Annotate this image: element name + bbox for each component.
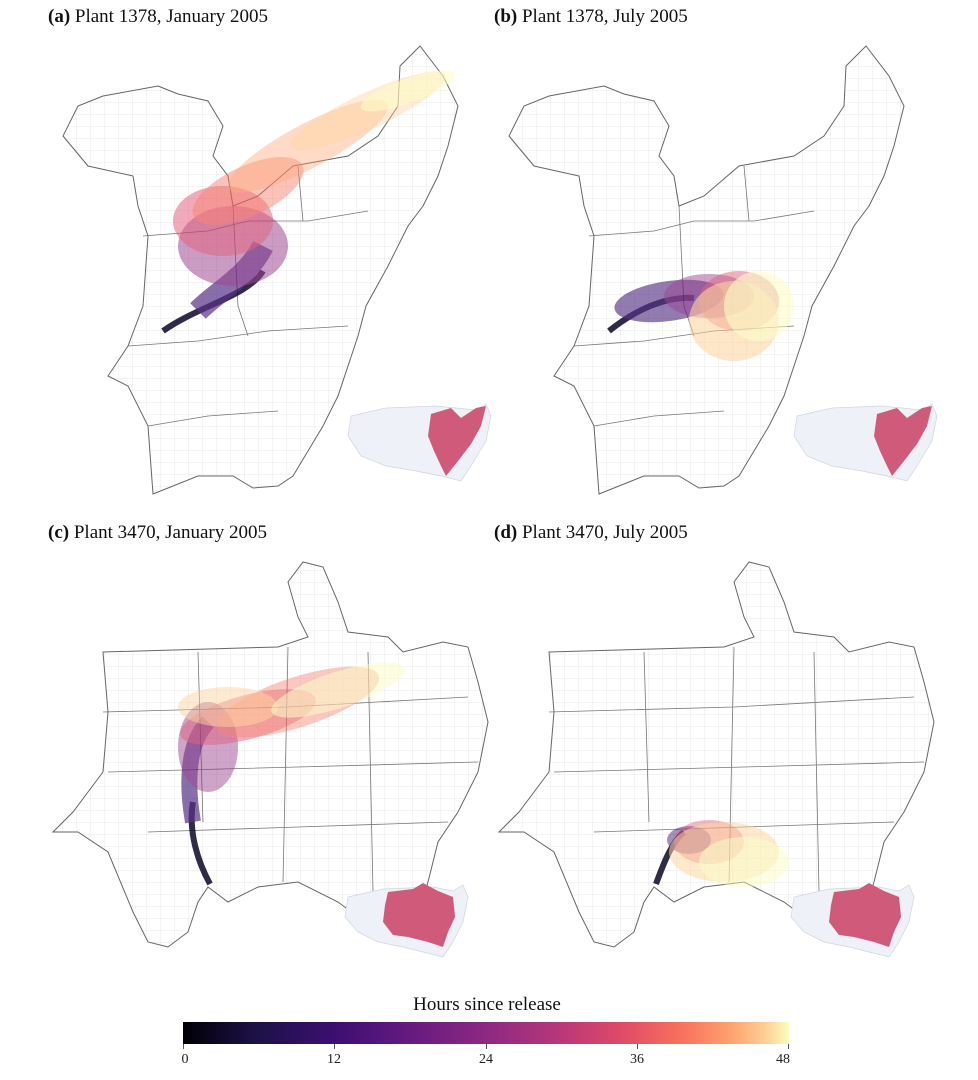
panel-d: (d) Plant 3470, July 2005	[494, 522, 964, 1022]
map-plant-1378-july	[508, 45, 938, 495]
panel-b: (b) Plant 1378, July 2005	[494, 6, 964, 506]
map-plant-3470-july	[497, 561, 935, 958]
map-plant-3470-january	[51, 561, 489, 958]
legend-tick-label-48: 48	[776, 1052, 790, 1067]
legend-tick	[637, 1044, 638, 1049]
color-legend: Hours since release 0 12 24 36 48	[181, 994, 791, 1080]
legend-tick	[334, 1044, 335, 1049]
inset-us-map	[790, 883, 915, 958]
panel-a-title: (a) Plant 1378, January 2005	[48, 6, 269, 27]
trajectory-plume	[161, 70, 456, 334]
trajectory-plume	[178, 662, 405, 886]
panel-d-title: (d) Plant 3470, July 2005	[494, 522, 688, 543]
legend-tick-label-12: 12	[327, 1052, 341, 1067]
legend-tick	[183, 1044, 184, 1049]
panel-c-title: (c) Plant 3470, January 2005	[48, 522, 267, 543]
legend-title: Hours since release	[413, 994, 561, 1015]
inset-us-map	[793, 403, 938, 482]
legend-tick-label-0: 0	[181, 1052, 189, 1067]
panel-c: (c) Plant 3470, January 2005	[48, 522, 518, 1022]
panel-b-title: (b) Plant 1378, July 2005	[494, 6, 688, 27]
inset-us-map	[344, 883, 469, 958]
panel-a: (a) Plant 1378, January 2005	[48, 6, 518, 506]
legend-tick	[486, 1044, 487, 1049]
inset-us-map	[347, 403, 492, 482]
trajectory-plume	[653, 820, 789, 887]
legend-tick	[788, 1044, 789, 1049]
map-plant-1378-january	[62, 45, 492, 495]
legend-tick-label-36: 36	[630, 1052, 644, 1067]
legend-colorbar	[183, 1022, 789, 1044]
trajectory-plume	[607, 271, 794, 361]
legend-tick-label-24: 24	[479, 1052, 493, 1067]
